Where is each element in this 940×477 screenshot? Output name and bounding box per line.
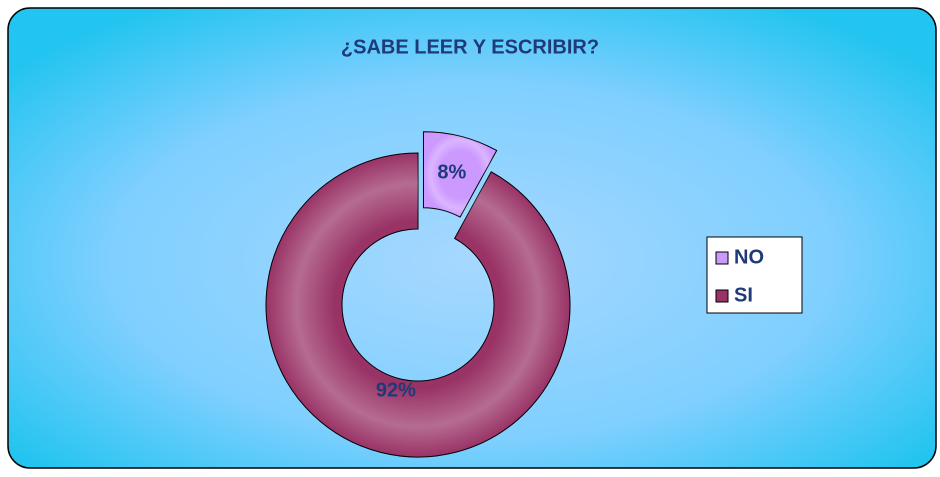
data-label: 92% [376,379,416,401]
legend-swatch [715,251,729,265]
legend-swatch [715,289,729,303]
legend-label: SI [734,284,753,306]
data-label: 8% [437,162,466,184]
legend-label: NO [734,246,764,268]
chart-title: ¿SABE LEER Y ESCRIBIR? [341,36,599,58]
